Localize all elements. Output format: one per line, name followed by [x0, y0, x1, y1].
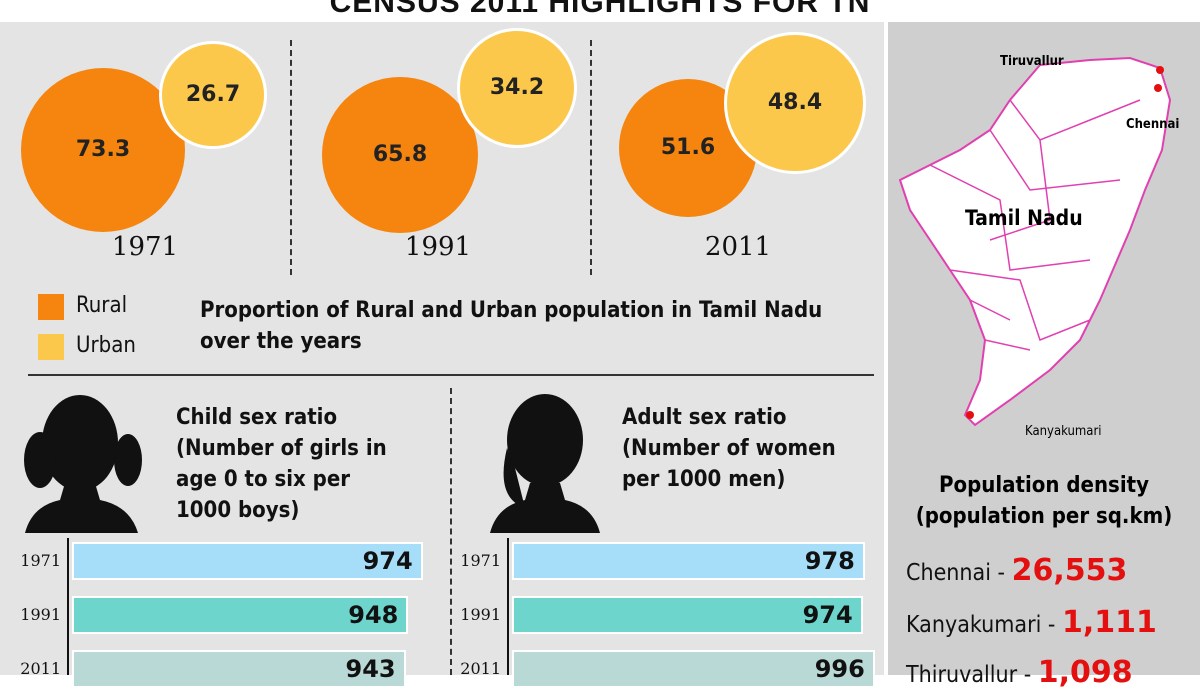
density-value: 1,111	[1061, 605, 1157, 640]
density-row: Kanyakumari - 1,111	[906, 605, 1157, 640]
urban-bubble-1971: 26.7	[159, 41, 267, 149]
text-line: (Number of women	[622, 436, 836, 461]
rural-bubble-1991: 65.8	[322, 77, 478, 233]
year-label: 1991	[404, 232, 472, 262]
text-line: (Number of girls in	[176, 436, 387, 461]
map-label-kanyakumari: Kanyakumari	[1025, 424, 1102, 439]
bar-year-label: 1971	[20, 551, 61, 570]
text-line: Child sex ratio	[176, 405, 338, 430]
density-value: 26,553	[1011, 553, 1128, 588]
bar-year-label: 2011	[460, 659, 501, 678]
bar-1971: 978	[512, 542, 865, 580]
caption-line: Proportion of Rural and Urban population…	[200, 298, 823, 323]
legend-label-urban: Urban	[76, 333, 136, 358]
divider	[590, 40, 592, 275]
bar-1991: 948	[72, 596, 409, 634]
text-line: Population density	[939, 473, 1149, 498]
text-line: (population per sq.km)	[915, 504, 1173, 529]
caption: Proportion of Rural and Urban population…	[200, 295, 822, 357]
bar-year-label: 1991	[460, 605, 501, 624]
woman-silhouette-icon	[490, 394, 600, 533]
bar-1991: 974	[512, 596, 863, 634]
bar-year-label: 2011	[20, 659, 61, 678]
year-label: 2011	[704, 232, 772, 262]
district-name: Kanyakumari -	[906, 612, 1056, 638]
legend-label-rural: Rural	[76, 293, 128, 318]
child-sex-ratio-title: Child sex ratio (Number of girls in age …	[176, 402, 387, 526]
bar-1971: 974	[72, 542, 423, 580]
legend-swatch-urban	[38, 334, 64, 360]
density-row: Thiruvallur - 1,098	[906, 655, 1133, 690]
bar-year-label: 1971	[460, 551, 501, 570]
divider	[28, 374, 874, 376]
caption-line: over the years	[200, 329, 362, 354]
district-name: Chennai -	[906, 560, 1006, 586]
bar-2011: 943	[72, 650, 406, 688]
girl-silhouette-icon	[24, 395, 142, 533]
urban-bubble-1991: 34.2	[456, 27, 578, 149]
district-name: Thiruvallur -	[906, 662, 1032, 688]
map-label-chennai: Chennai	[1126, 117, 1179, 132]
urban-bubble-2011: 48.4	[724, 32, 866, 174]
text-line: age 0 to six per	[176, 467, 351, 492]
density-row: Chennai - 26,553	[906, 553, 1127, 588]
adult-sex-ratio-title: Adult sex ratio (Number of women per 100…	[622, 402, 836, 495]
map-label-state: Tamil Nadu	[965, 206, 1083, 230]
text-line: per 1000 men)	[622, 467, 786, 492]
year-label: 1971	[111, 232, 179, 262]
density-title: Population density (population per sq.km…	[888, 470, 1200, 532]
page-title: CENSUS 2011 HIGHLIGHTS FOR TN	[329, 0, 871, 19]
legend-swatch-rural	[38, 294, 64, 320]
axis-line	[507, 538, 509, 675]
density-value: 1,098	[1037, 655, 1133, 690]
bar-year-label: 1991	[20, 605, 61, 624]
divider	[290, 40, 292, 275]
divider	[450, 388, 452, 675]
text-line: Adult sex ratio	[622, 405, 787, 430]
axis-line	[67, 538, 69, 675]
map-label-tiruvallur: Tiruvallur	[1000, 54, 1064, 69]
tamil-nadu-map: Tiruvallur Chennai Kanyakumari Tamil Nad…	[898, 54, 1179, 439]
rural-bubble-1971: 73.3	[20, 67, 186, 233]
text-line: 1000 boys)	[176, 498, 300, 523]
bar-2011: 996	[512, 650, 875, 688]
